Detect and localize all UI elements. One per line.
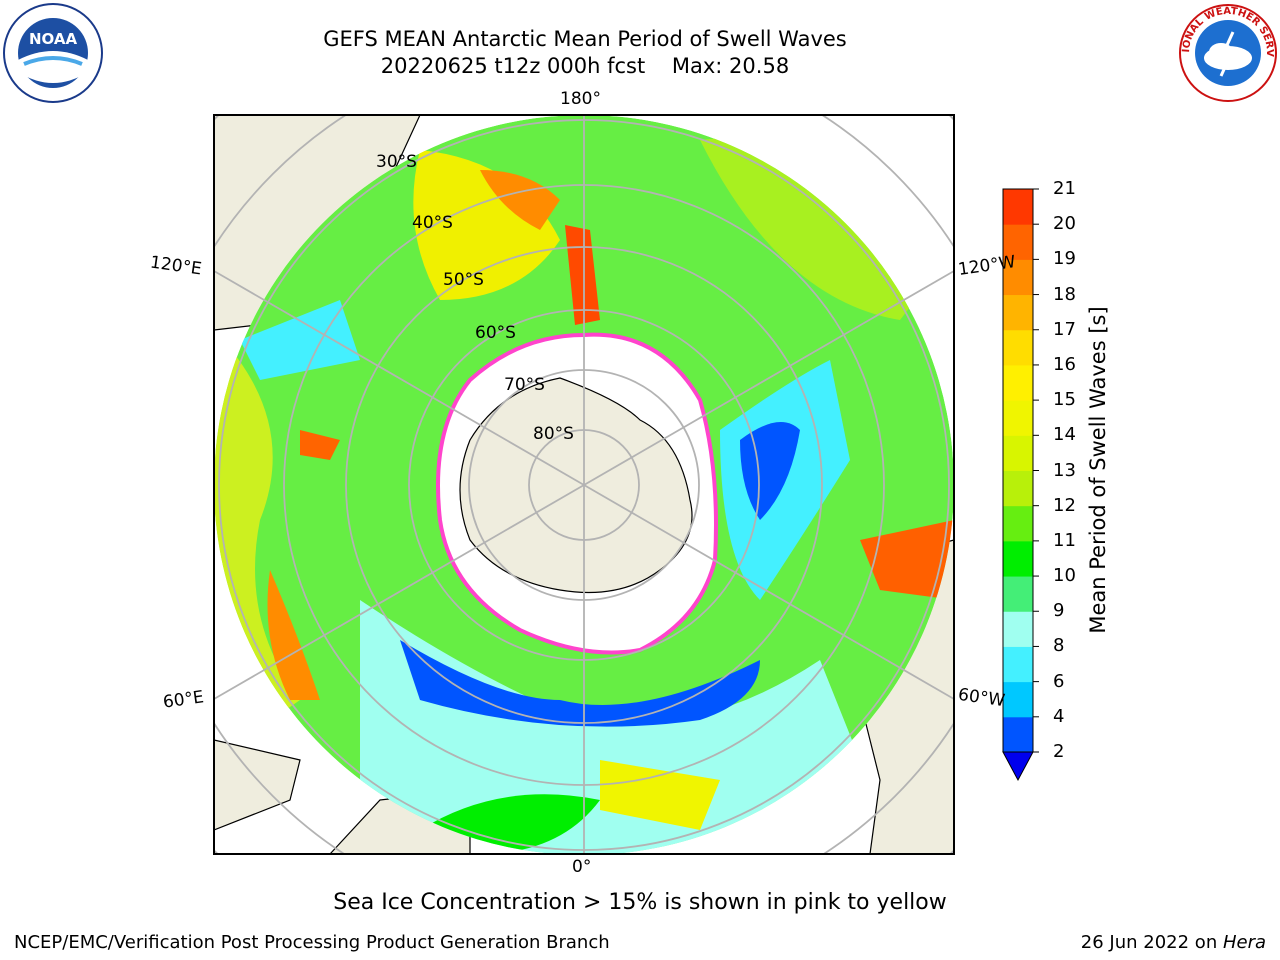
lon-label-top: 180° (560, 89, 601, 109)
colorbar-tick-label: 17 (1053, 318, 1076, 340)
nws-logo: NATIONAL WEATHER SERVICE (1177, 2, 1277, 102)
colorbar-segment (1003, 400, 1033, 436)
colorbar-tick-label: 9 (1053, 600, 1065, 622)
lat-label-60s: 60°S (475, 323, 516, 343)
colorbar-segment (1003, 329, 1033, 366)
colorbar-tick-label: 16 (1053, 353, 1076, 375)
colorbar-tick-label: 20 (1053, 213, 1076, 235)
colorbar-segment (1003, 505, 1033, 542)
map-frame (213, 114, 955, 855)
colorbar-tick-label: 6 (1053, 670, 1065, 692)
colorbar-segment (1003, 470, 1033, 507)
colorbar-tick-label: 14 (1053, 424, 1076, 446)
lon-label-bottom: 0° (572, 857, 592, 877)
footer-host: Hera (1222, 932, 1266, 953)
colorbar-segment (1003, 364, 1033, 401)
map-title: GEFS MEAN Antarctic Mean Period of Swell… (323, 27, 847, 51)
colorbar-segment (1003, 540, 1033, 577)
colorbar-tick-label: 8 (1053, 635, 1065, 657)
colorbar-tick-label: 11 (1053, 529, 1076, 551)
footer-date-text: 26 Jun 2022 on (1080, 932, 1223, 953)
colorbar-tick-label: 19 (1053, 248, 1076, 270)
colorbar-tick-label: 2 (1053, 741, 1065, 762)
colorbar-segment (1003, 189, 1033, 225)
noaa-logo: NOAA (3, 3, 103, 103)
colorbar-segment (1003, 259, 1033, 296)
colorbar-label: Mean Period of Swell Waves [s] (1086, 306, 1110, 634)
lat-label-30s: 30°S (376, 152, 417, 172)
colorbar-segment (1003, 716, 1033, 753)
footer-date: 26 Jun 2022 on Hera (1081, 932, 1266, 953)
graticule (214, 115, 954, 854)
antarctica (459, 377, 693, 594)
colorbar-segment (1003, 294, 1033, 331)
colorbar-under-arrow (1002, 751, 1034, 782)
lat-label-70s: 70°S (504, 375, 545, 395)
lat-label-80s: 80°S (533, 424, 574, 444)
colorbar-tick-label: 18 (1053, 283, 1076, 305)
colorbar-segment (1003, 576, 1033, 612)
noaa-logo-text: NOAA (29, 30, 78, 48)
lat-label-40s: 40°S (412, 213, 453, 233)
colorbar-segment (1003, 224, 1033, 260)
colorbar-tick-label: 10 (1053, 565, 1076, 587)
colorbar (1002, 188, 1039, 782)
colorbar-tick-label: 13 (1053, 459, 1076, 481)
colorbar-segment (1003, 611, 1033, 647)
footer-credit: NCEP/EMC/Verification Post Processing Pr… (14, 932, 610, 953)
map-subtitle: 20220625 t12z 000h fcst Max: 20.58 (380, 54, 790, 78)
colorbar-segment (1003, 681, 1033, 718)
lat-label-50s: 50°S (443, 270, 484, 290)
colorbar-tick-label: 4 (1053, 705, 1065, 727)
colorbar-tick-label: 15 (1053, 389, 1076, 411)
colorbar-tick-label: 12 (1053, 494, 1076, 516)
colorbar-segment (1003, 435, 1033, 471)
sea-ice-caption: Sea Ice Concentration > 15% is shown in … (333, 890, 947, 915)
colorbar-tick-label: 21 (1053, 178, 1076, 199)
colorbar-segment (1003, 646, 1033, 683)
